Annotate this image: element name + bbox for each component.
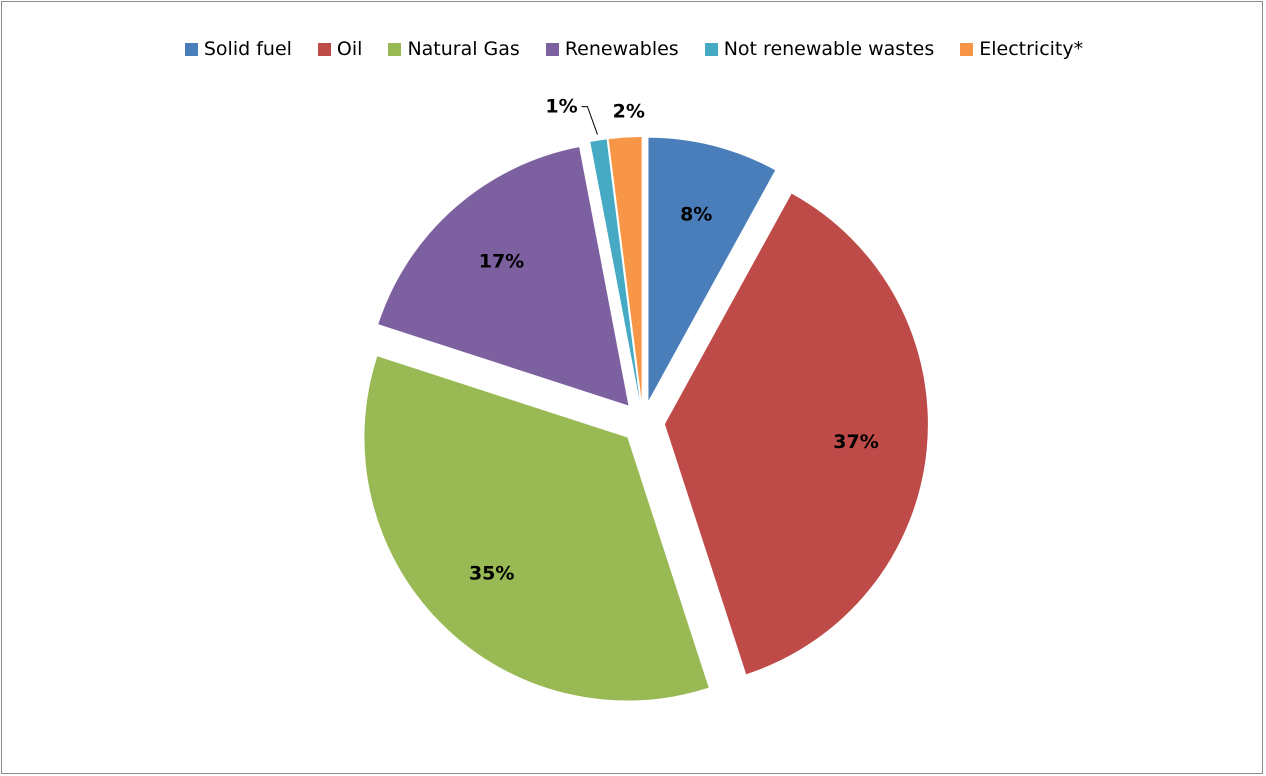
legend-label: Not renewable wastes [723, 38, 935, 60]
legend-swatch [388, 42, 402, 56]
legend-item-solid-fuel: Solid fuel [184, 38, 292, 60]
slice-data-label: 17% [479, 250, 524, 272]
legend-swatch [184, 42, 198, 56]
leader-line [581, 106, 598, 135]
pie-slice-renewables [378, 147, 629, 406]
slice-data-label: 37% [833, 431, 878, 453]
legend-label: Oil [336, 38, 363, 60]
slice-data-label: 35% [469, 562, 514, 584]
legend-item-not-renewable-wastes: Not renewable wastes [704, 38, 935, 60]
pie-slice-not-renewable-wastes [590, 139, 640, 401]
legend-swatch [317, 42, 331, 56]
legend-label: Solid fuel [203, 38, 292, 60]
legend-swatch [704, 42, 718, 56]
slice-data-label: 8% [680, 204, 712, 226]
legend-item-electricity: Electricity* [960, 38, 1083, 60]
legend-swatch [545, 42, 559, 56]
legend-item-renewables: Renewables [545, 38, 679, 60]
slice-data-label: 2% [613, 101, 645, 123]
pie-slice-natural-gas [364, 356, 709, 701]
legend-item-natural-gas: Natural Gas [388, 38, 520, 60]
pie-slice-solid-fuel [648, 137, 776, 401]
pie-slice-electricity [608, 137, 642, 401]
pie-slice-oil [664, 193, 928, 675]
slice-data-label: 1% [545, 96, 577, 118]
legend-label: Renewables [564, 38, 679, 60]
legend-item-oil: Oil [317, 38, 363, 60]
legend-label: Natural Gas [407, 38, 520, 60]
chart-legend: Solid fuel Oil Natural Gas Renewables No… [2, 38, 1266, 60]
legend-label: Electricity* [979, 38, 1084, 60]
legend-swatch [960, 42, 974, 56]
